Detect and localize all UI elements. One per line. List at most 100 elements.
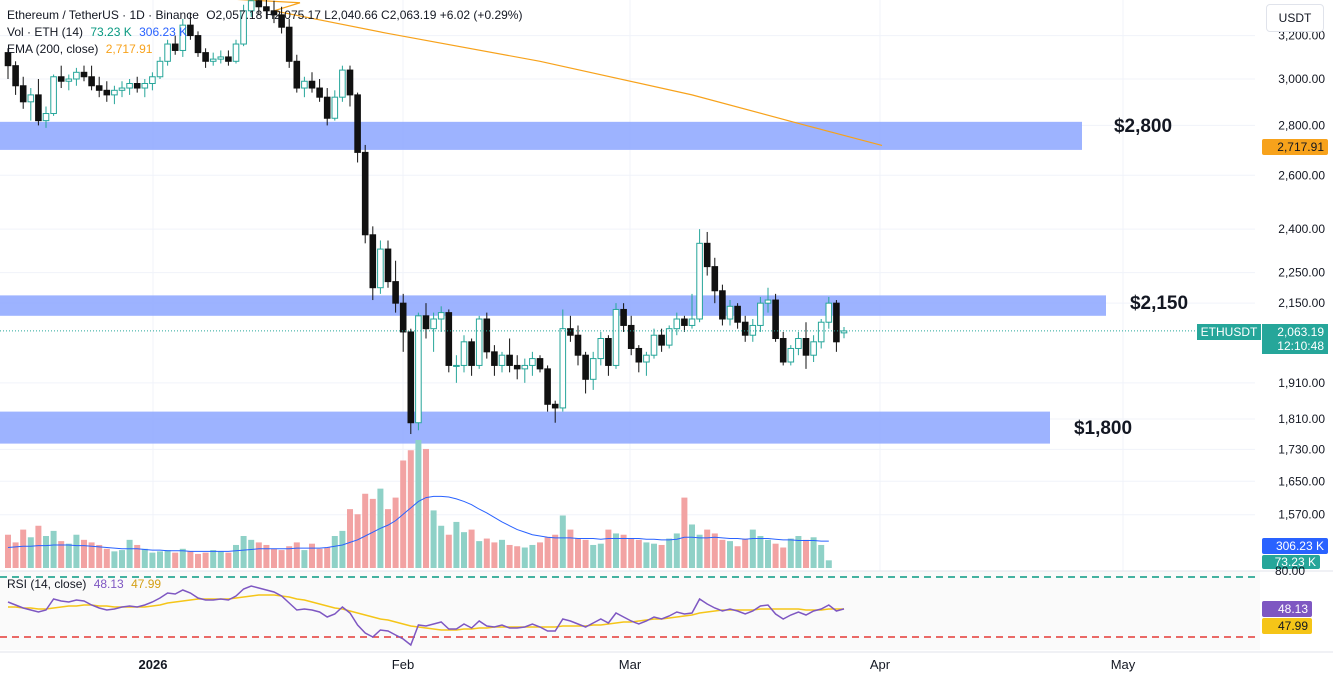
volume-bar bbox=[483, 538, 490, 568]
volume-bar bbox=[301, 550, 308, 568]
candle-body bbox=[240, 10, 247, 45]
volume-bar bbox=[286, 546, 293, 568]
candle-body bbox=[643, 354, 650, 363]
candle-body bbox=[19, 85, 27, 103]
volume-bar bbox=[331, 536, 338, 568]
price-tick-label: 2,400.00 bbox=[1278, 222, 1325, 236]
price-tick-label: 1,730.00 bbox=[1278, 442, 1325, 456]
volume-bar bbox=[559, 515, 566, 568]
volume-bar bbox=[35, 525, 42, 568]
volume-bar bbox=[385, 509, 391, 568]
volume-bar bbox=[20, 529, 27, 568]
candle-body bbox=[757, 302, 764, 326]
candle-body bbox=[156, 60, 164, 78]
volume-bar bbox=[240, 536, 247, 568]
candle-body bbox=[696, 242, 703, 320]
price-tick-label: 2,600.00 bbox=[1278, 168, 1325, 182]
candle-body bbox=[179, 24, 187, 51]
volume-ma-line bbox=[7, 495, 829, 552]
symbol-title[interactable]: Ethereum / TetherUS · 1D · Binance bbox=[7, 8, 199, 22]
volume-bar bbox=[825, 560, 832, 568]
candle-body bbox=[787, 347, 795, 363]
volume-bar bbox=[141, 548, 148, 568]
rsi-value: 48.13 bbox=[93, 577, 124, 591]
candle-body bbox=[422, 315, 430, 330]
candle-body bbox=[795, 338, 802, 349]
candle-body bbox=[126, 83, 133, 89]
volume-bar bbox=[225, 552, 232, 568]
candle-body bbox=[88, 76, 95, 87]
volume-bar bbox=[210, 550, 217, 568]
volume-bar bbox=[157, 551, 163, 568]
volume-bar bbox=[582, 539, 589, 568]
volume-bar bbox=[58, 541, 65, 568]
volume-bar bbox=[271, 548, 277, 568]
volume-bar bbox=[65, 543, 72, 568]
volume-bar bbox=[202, 552, 209, 568]
volume-bar bbox=[369, 498, 376, 568]
candle-body bbox=[506, 354, 513, 366]
rsi-label[interactable]: RSI (14, close) bbox=[7, 577, 87, 591]
candle-body bbox=[597, 338, 605, 360]
candle-body bbox=[650, 334, 658, 356]
volume-bar bbox=[453, 521, 460, 568]
candle-body bbox=[772, 299, 779, 340]
candle-body bbox=[194, 35, 202, 54]
candle-body bbox=[635, 347, 643, 363]
candle-body bbox=[574, 334, 582, 356]
volume-bar bbox=[803, 539, 809, 568]
legend-ema-row: EMA (200, close) 2,717.91 bbox=[7, 42, 156, 56]
candle-body bbox=[415, 315, 422, 424]
volume-bar bbox=[468, 529, 475, 568]
candle-body bbox=[612, 308, 620, 366]
volume-bar bbox=[126, 539, 133, 568]
time-label-3: Apr bbox=[870, 657, 891, 672]
time-label-1: Feb bbox=[392, 657, 414, 672]
candle-body bbox=[65, 78, 73, 82]
volume-bar bbox=[514, 546, 521, 568]
candle-body bbox=[50, 76, 57, 115]
volume-label[interactable]: Vol · ETH (14) bbox=[7, 25, 84, 39]
candle-body bbox=[825, 302, 833, 323]
volume-bar bbox=[544, 537, 551, 568]
volume-bar bbox=[179, 548, 186, 568]
price-tick-label: 1,810.00 bbox=[1278, 412, 1325, 426]
candle-body bbox=[301, 80, 308, 89]
rsi-line bbox=[7, 585, 845, 647]
ema-label[interactable]: EMA (200, close) bbox=[7, 42, 99, 56]
candle-body bbox=[802, 338, 810, 356]
currency-unit-button[interactable]: USDT bbox=[1266, 4, 1324, 32]
candle-body bbox=[399, 302, 407, 333]
price-tick-label: 2,800.00 bbox=[1278, 118, 1325, 132]
candle-body bbox=[817, 321, 825, 343]
legend-volume-row: Vol · ETH (14) 73.23 K 306.23 K bbox=[7, 25, 191, 39]
volume-bar bbox=[430, 510, 437, 568]
volume-bar bbox=[347, 509, 353, 568]
volume-bar bbox=[613, 533, 619, 568]
volume-ma-value: 306.23 K bbox=[139, 25, 188, 39]
volume-bar bbox=[742, 538, 749, 568]
candle-body bbox=[605, 338, 612, 366]
candle-body bbox=[620, 308, 627, 326]
candle-body bbox=[73, 71, 80, 80]
volume-bar bbox=[217, 551, 224, 568]
candle-body bbox=[521, 364, 529, 370]
candle-body bbox=[377, 248, 384, 289]
volume-bar bbox=[248, 539, 255, 568]
vol-tag-bg bbox=[1262, 555, 1320, 569]
volume-bar bbox=[5, 534, 11, 568]
volume-bar bbox=[263, 544, 270, 568]
price-tick-label: 3,200.00 bbox=[1278, 29, 1325, 43]
volume-bar bbox=[233, 544, 239, 568]
legend-symbol-row: Ethereum / TetherUS · 1D · Binance O2,05… bbox=[7, 8, 526, 22]
candle-body bbox=[354, 94, 361, 153]
volume-bar bbox=[749, 529, 756, 568]
volume-bar bbox=[727, 541, 733, 568]
candle-body bbox=[331, 96, 339, 119]
candle-body bbox=[187, 24, 194, 37]
volume-bar bbox=[689, 524, 695, 568]
zone-label-1: $2,150 bbox=[1130, 293, 1188, 314]
volume-bar bbox=[506, 544, 513, 568]
volume-bar bbox=[103, 548, 110, 568]
